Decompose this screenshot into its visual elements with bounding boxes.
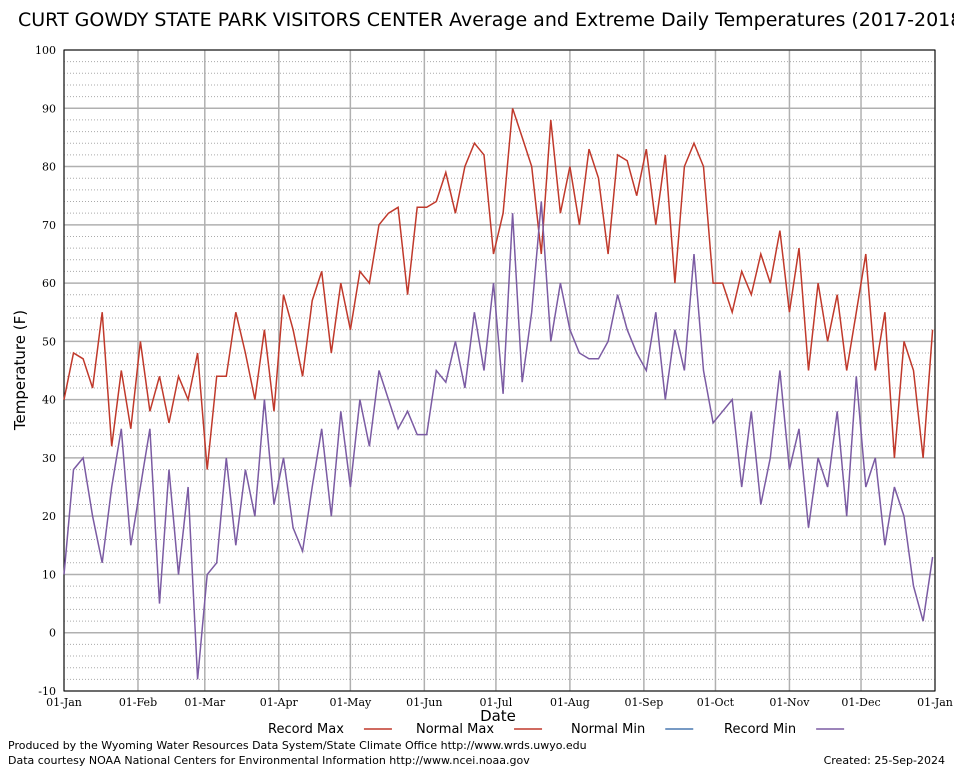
y-axis-label: Temperature (F) [11, 310, 29, 431]
x-axis-label: Date [480, 707, 516, 725]
y-tick-label: 60 [42, 277, 56, 290]
x-tick-label: 01-Mar [184, 696, 226, 709]
plot-frame [63, 49, 936, 692]
footer-text: Created: 25-Sep-2024 [824, 754, 945, 767]
y-tick-label: 30 [42, 452, 56, 465]
footer-text: Produced by the Wyoming Water Resources … [8, 739, 587, 752]
y-tick-label: 20 [42, 510, 56, 523]
y-tick-label: 100 [35, 44, 56, 57]
x-tick-label: 01-Jan [46, 696, 82, 709]
series-line [63, 108, 934, 470]
x-tick-label: 01-Dec [841, 696, 880, 709]
y-tick-label: -10 [38, 685, 56, 698]
x-tick-label: 01-Jan [917, 696, 953, 709]
x-tick-label: 01-Nov [769, 696, 810, 709]
y-tick-label: 0 [49, 627, 56, 640]
series-line [63, 201, 934, 680]
x-tick-label: 01-Oct [697, 696, 735, 709]
y-tick-label: 70 [42, 219, 56, 232]
x-tick-label: 01-Apr [260, 696, 299, 709]
y-tick-label: 80 [42, 161, 56, 174]
chart-title: CURT GOWDY STATE PARK VISITORS CENTER Av… [18, 9, 954, 31]
x-tick-label: 01-Jul [480, 696, 513, 709]
x-tick-label: 01-Sep [624, 696, 663, 709]
y-tick-label: 50 [42, 335, 56, 348]
legend-label: Record Max [268, 722, 344, 737]
legend-label: Normal Min [571, 722, 645, 737]
x-tick-label: 01-May [329, 696, 372, 709]
footer-text: Data courtesy NOAA National Centers for … [8, 754, 530, 767]
x-tick-label: 01-Aug [550, 696, 590, 709]
y-tick-label: 90 [42, 102, 56, 115]
y-tick-label: 40 [42, 394, 56, 407]
x-tick-label: 01-Jun [406, 696, 442, 709]
x-tick-label: 01-Feb [119, 696, 157, 709]
legend-label: Record Min [724, 722, 796, 737]
legend-label: Normal Max [416, 722, 494, 737]
y-tick-label: 10 [42, 568, 56, 581]
